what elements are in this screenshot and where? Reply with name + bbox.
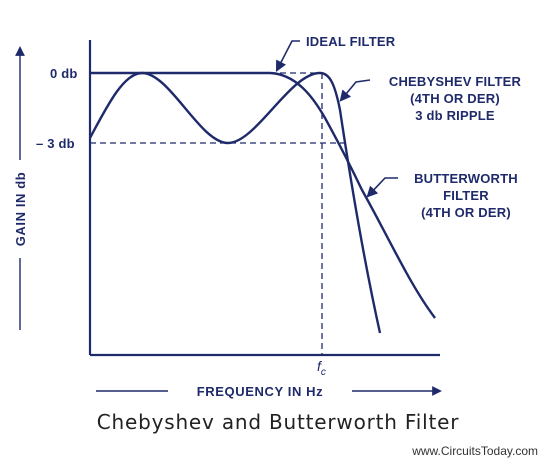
y-tick-zero-db: 0 db	[50, 66, 78, 81]
chebyshev-label-line3: 3 db RIPPLE	[415, 108, 495, 123]
cutoff-frequency-subscript: c	[321, 367, 326, 378]
ideal-filter-pointer	[275, 40, 300, 72]
figure-caption: Chebyshev and Butterworth Filter	[96, 410, 460, 434]
x-axis-label: FREQUENCY IN Hz	[197, 384, 324, 399]
site-watermark: www.CircuitsToday.com	[412, 444, 538, 458]
y-tick-minus3-db: – 3 db	[36, 136, 75, 151]
chebyshev-pointer	[339, 79, 371, 102]
cutoff-frequency-symbol: f	[317, 358, 323, 374]
chebyshev-label-line1: CHEBYSHEV FILTER	[389, 74, 522, 89]
y-axis-label: GAIN IN db	[13, 172, 28, 247]
butterworth-pointer	[366, 177, 398, 198]
butterworth-label-line1: BUTTERWORTH	[414, 171, 518, 186]
chebyshev-label-line2: (4TH OR DER)	[410, 91, 500, 106]
butterworth-curve	[90, 71, 436, 319]
cutoff-frequency-label: fc	[317, 358, 326, 378]
chebyshev-curve	[88, 71, 382, 334]
ideal-filter-label: IDEAL FILTER	[306, 34, 396, 49]
butterworth-label-line2: FILTER	[443, 188, 489, 203]
butterworth-label-line3: (4TH OR DER)	[421, 205, 511, 220]
